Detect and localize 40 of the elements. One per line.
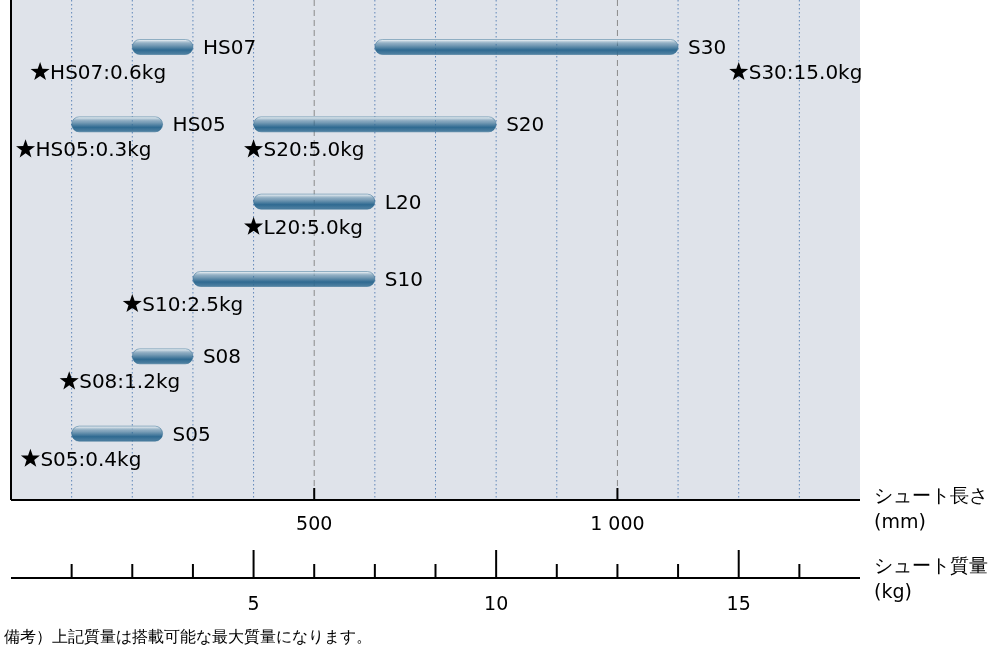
data-label: HS07 (202, 35, 257, 59)
bar (71, 116, 163, 133)
bar (253, 116, 497, 133)
data-label: S05:0.4kg (40, 446, 142, 471)
x2-tick-label: 15 (726, 592, 751, 614)
data-label: S10 (384, 267, 424, 291)
x2-tick-label: 10 (484, 592, 509, 614)
bar (253, 193, 376, 210)
data-label: S05 (172, 421, 211, 446)
data-label: S10:2.5kg (142, 292, 244, 316)
data-label: S08 (202, 344, 242, 369)
bar (71, 425, 163, 442)
data-label: S20 (506, 112, 545, 137)
data-label: L20:5.0kg (263, 214, 363, 239)
bar (132, 348, 194, 365)
x-tick-label: 1 000 (590, 512, 645, 534)
x-tick-label: 500 (296, 512, 333, 534)
point (244, 139, 264, 158)
bar (192, 271, 376, 287)
bar (374, 39, 679, 55)
point (16, 139, 36, 158)
data-label: S30:15.0kg (748, 60, 863, 84)
data-label: L20 (384, 189, 422, 214)
point (20, 448, 40, 467)
data-label: HS05:0.3kg (35, 137, 152, 162)
data-label: S30 (688, 35, 727, 59)
point (59, 371, 79, 390)
point (729, 62, 749, 81)
point (244, 216, 264, 235)
point (30, 62, 50, 81)
data-label: S08:1.2kg (79, 369, 181, 394)
x-axis-title: シュート長さ (mm) (874, 484, 988, 532)
data-label: HS07:0.6kg (50, 60, 167, 84)
data-label: HS05 (172, 112, 226, 137)
x2-tick-label: 5 (247, 592, 260, 614)
x2-axis-title: シュート質量 (kg) (874, 554, 988, 602)
point (122, 294, 142, 313)
bar (132, 39, 194, 55)
data-label: S20:5.0kg (263, 137, 365, 162)
text: 備考）上記質量は搭載可能な最大質量になります。 (4, 627, 372, 646)
